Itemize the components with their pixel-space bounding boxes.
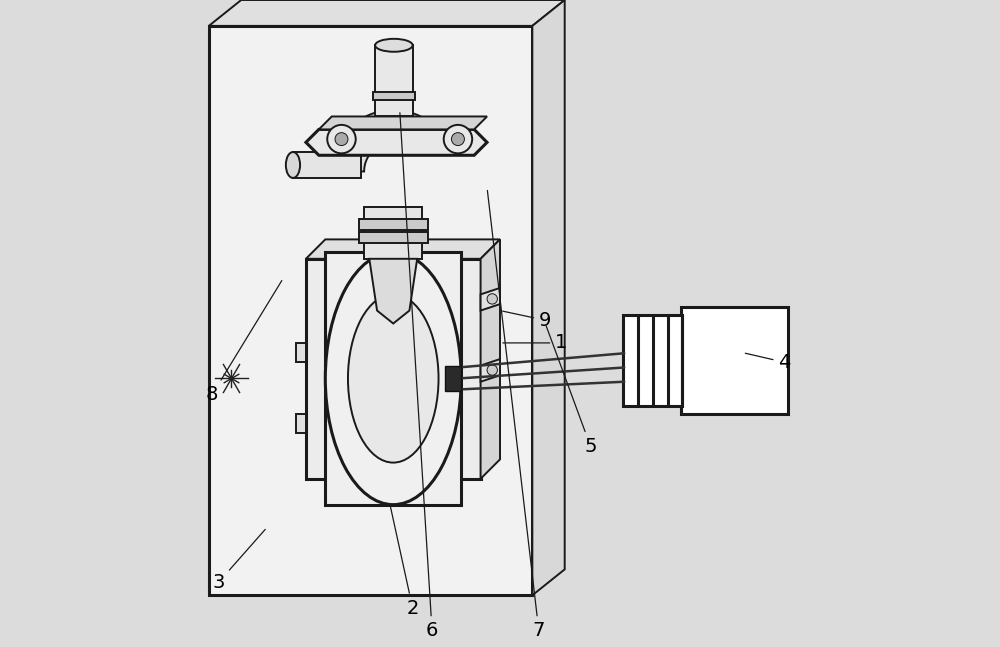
Polygon shape [209, 26, 532, 595]
Text: 6: 6 [400, 113, 438, 641]
Polygon shape [296, 414, 306, 433]
Text: 9: 9 [503, 311, 551, 330]
Circle shape [451, 133, 464, 146]
Polygon shape [306, 239, 500, 259]
Text: 2: 2 [391, 507, 419, 618]
FancyBboxPatch shape [681, 307, 788, 414]
Ellipse shape [375, 39, 413, 52]
Text: 4: 4 [745, 353, 791, 372]
Polygon shape [306, 129, 487, 155]
Ellipse shape [348, 294, 439, 463]
Polygon shape [481, 239, 500, 479]
Polygon shape [296, 343, 306, 362]
Polygon shape [481, 288, 500, 311]
Text: 3: 3 [212, 529, 265, 592]
Polygon shape [332, 110, 429, 171]
Ellipse shape [325, 252, 461, 505]
FancyBboxPatch shape [445, 366, 461, 391]
Ellipse shape [286, 152, 300, 178]
Polygon shape [373, 92, 415, 100]
Polygon shape [306, 259, 481, 479]
Text: 1: 1 [503, 333, 568, 353]
Text: 5: 5 [546, 326, 597, 456]
Polygon shape [325, 252, 461, 505]
Polygon shape [359, 232, 428, 243]
Circle shape [487, 365, 497, 375]
Circle shape [487, 294, 497, 304]
Polygon shape [359, 219, 428, 230]
Circle shape [327, 125, 356, 153]
FancyBboxPatch shape [623, 315, 682, 406]
Text: 7: 7 [487, 190, 545, 641]
Polygon shape [532, 0, 565, 595]
Text: 8: 8 [206, 281, 282, 404]
Polygon shape [364, 207, 422, 259]
Circle shape [335, 133, 348, 146]
Polygon shape [209, 0, 565, 26]
Polygon shape [293, 152, 361, 178]
Polygon shape [375, 45, 413, 116]
Polygon shape [319, 116, 487, 129]
Polygon shape [481, 359, 500, 382]
Circle shape [444, 125, 472, 153]
Polygon shape [369, 259, 417, 324]
